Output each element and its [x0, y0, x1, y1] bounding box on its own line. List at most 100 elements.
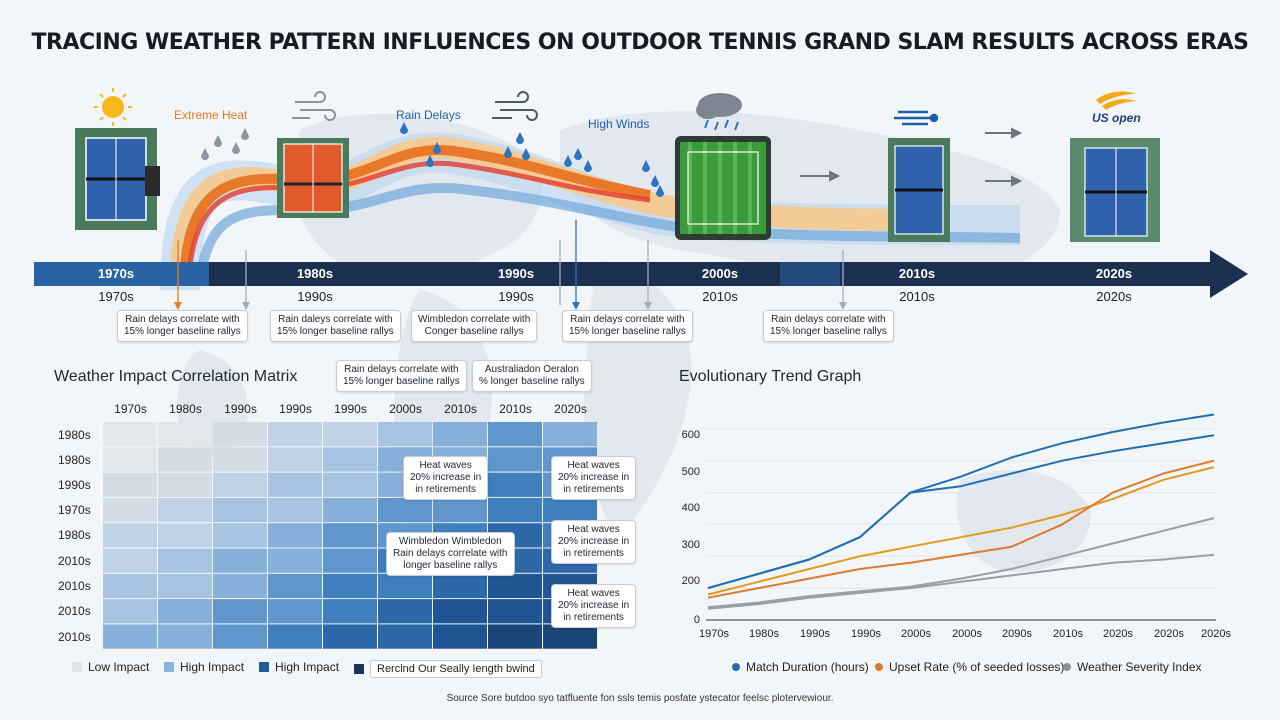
heatmap-cell — [323, 447, 377, 472]
heatmap-callout: Heat waves 20% increase in in retirement… — [403, 456, 489, 500]
heatmap-cell — [103, 523, 157, 548]
sun-icon — [94, 88, 132, 126]
heatmap-cell — [433, 573, 487, 599]
era-sublabel: 1970s — [98, 289, 134, 304]
callout-line: Rain delays correlate with — [125, 314, 240, 325]
callout-line: 20% increase in — [558, 600, 630, 611]
wind-arrow-icon — [800, 127, 1023, 187]
trend-legend-upset: Upset Rate (% of seeded losses) — [875, 660, 1064, 674]
legend-swatch — [354, 664, 364, 674]
heatmap-cell — [323, 624, 377, 649]
heatmap-cell — [213, 422, 267, 447]
heatmap-cell — [323, 422, 377, 447]
matrix-callout: Rain delays correlate with 15% longer ba… — [336, 360, 467, 392]
callout-line: in retirements — [563, 548, 624, 559]
heatmap-cell — [323, 523, 377, 548]
callout-line: Wimbledon correlate with — [418, 314, 531, 325]
callout-line: in retirements — [415, 484, 476, 495]
heatmap-cell — [433, 624, 487, 649]
rain-drops-icon — [201, 128, 249, 160]
heatmap-callout: Wimbledon Wimbledon Rain delays correlat… — [386, 532, 515, 576]
callout-line: 20% increase in — [410, 472, 482, 483]
timeline-callout: Wimbledon correlate with Conger baseline… — [411, 310, 538, 342]
callout-line: Conger baseline rallys — [424, 326, 524, 337]
matrix-col-label: 2020s — [554, 402, 587, 416]
heatmap-cell — [323, 599, 377, 624]
heatmap-cell — [158, 548, 212, 573]
y-tick-label: 600 — [681, 429, 700, 441]
heatmap-cell — [158, 624, 212, 649]
heatmap-cell — [213, 447, 267, 472]
page-title: TRACING WEATHER PATTERN INFLUENCES ON OU… — [31, 30, 1249, 55]
callout-line: Wimbledon Wimbledon — [398, 536, 502, 547]
connector-arrowheads — [174, 302, 847, 310]
heatmap-cell — [543, 624, 597, 649]
x-tick-label: 2000s — [952, 628, 982, 640]
matrix-legend-low: Low Impact — [72, 660, 149, 674]
heatmap-cell — [543, 422, 597, 447]
callout-line: 15% longer baseline rallys — [569, 326, 686, 337]
legend-swatch — [164, 662, 174, 672]
heatmap-cell — [103, 548, 157, 573]
series-line-5 — [707, 517, 1215, 609]
callout-line: Heat waves — [419, 460, 472, 471]
y-tick-label: 200 — [681, 575, 700, 587]
heatmap-cell — [323, 497, 377, 523]
heatmap-cell — [268, 447, 322, 472]
era-label-2020s: 2020s — [1095, 266, 1133, 281]
rain-delays-label: Rain Delays — [396, 108, 461, 122]
x-tick-label: 1990s — [851, 628, 881, 640]
heatmap-callout: Heat waves 20% increase in in retirement… — [551, 520, 637, 564]
heatmap-cell — [103, 422, 157, 447]
heatmap-cell — [158, 523, 212, 548]
matrix-row-label: 1970s — [58, 503, 91, 517]
era-label-2010s: 2010s — [898, 266, 936, 281]
legend-swatch — [259, 662, 269, 672]
tennis-court-1970s — [75, 128, 160, 230]
callout-line: Rain daleys correlate with — [278, 314, 393, 325]
callout-line: Rain delays correlate with — [344, 364, 459, 375]
heatmap-cell — [103, 599, 157, 624]
extreme-heat-label: Extreme Heat — [174, 108, 248, 122]
matrix-col-label: 1980s — [169, 402, 202, 416]
era-label-1970s: 1970s — [97, 266, 135, 281]
callout-line: Heat waves — [567, 460, 620, 471]
heatmap-cell — [488, 624, 542, 649]
heatmap-cell — [268, 497, 322, 523]
heatmap-cell — [268, 599, 322, 624]
heatmap-cell — [268, 624, 322, 649]
series-line-6 — [707, 553, 1215, 610]
heatmap-cell — [158, 497, 212, 523]
timeline-illustration — [34, 88, 1248, 310]
legend-label: Rercind Our Seally Iength bwind — [370, 660, 542, 678]
callout-line: 15% longer baseline rallys — [124, 326, 241, 337]
trend-line-chart — [706, 413, 1216, 621]
series-line-4 — [707, 459, 1215, 599]
us-open-logo: US open — [1092, 111, 1141, 125]
us-open-logo-icon — [1096, 91, 1136, 110]
storm-cloud-icon — [696, 93, 742, 131]
heatmap-callout: Heat waves 20% increase in in retirement… — [551, 456, 637, 500]
heatmap-cell — [378, 422, 432, 447]
heatmap-cell — [323, 573, 377, 599]
matrix-col-label: 2010s — [444, 402, 477, 416]
callout-line: Rain delays correlate with — [771, 314, 886, 325]
heatmap-callout: Heat waves 20% increase in in retirement… — [551, 584, 637, 628]
wind-icon — [292, 91, 336, 121]
timeline-callout: Rain daleys correlate with 15% longer ba… — [270, 310, 401, 342]
legend-dot — [1063, 663, 1071, 671]
callout-line: 15% longer baseline rallys — [343, 376, 460, 387]
heatmap-cell — [158, 599, 212, 624]
callout-line: in retirements — [563, 612, 624, 623]
callout-line: Australiadon Oeralon — [484, 364, 579, 375]
callout-line: Heat waves — [567, 588, 620, 599]
trend-chart-title: Evolutionary Trend Graph — [679, 368, 862, 385]
matrix-title: Weather Impact Correlation Matrix — [54, 368, 298, 385]
legend-label: Match Duration (hours) — [746, 660, 869, 674]
source-footer: Source Sore butdoo syo tatfluente fon ss… — [446, 693, 834, 704]
series-line-3 — [707, 466, 1215, 596]
heatmap-cell — [323, 548, 377, 573]
x-tick-label: 2010s — [1053, 628, 1083, 640]
heatmap-cell — [433, 497, 487, 523]
matrix-legend-high: High Impact — [259, 660, 339, 674]
